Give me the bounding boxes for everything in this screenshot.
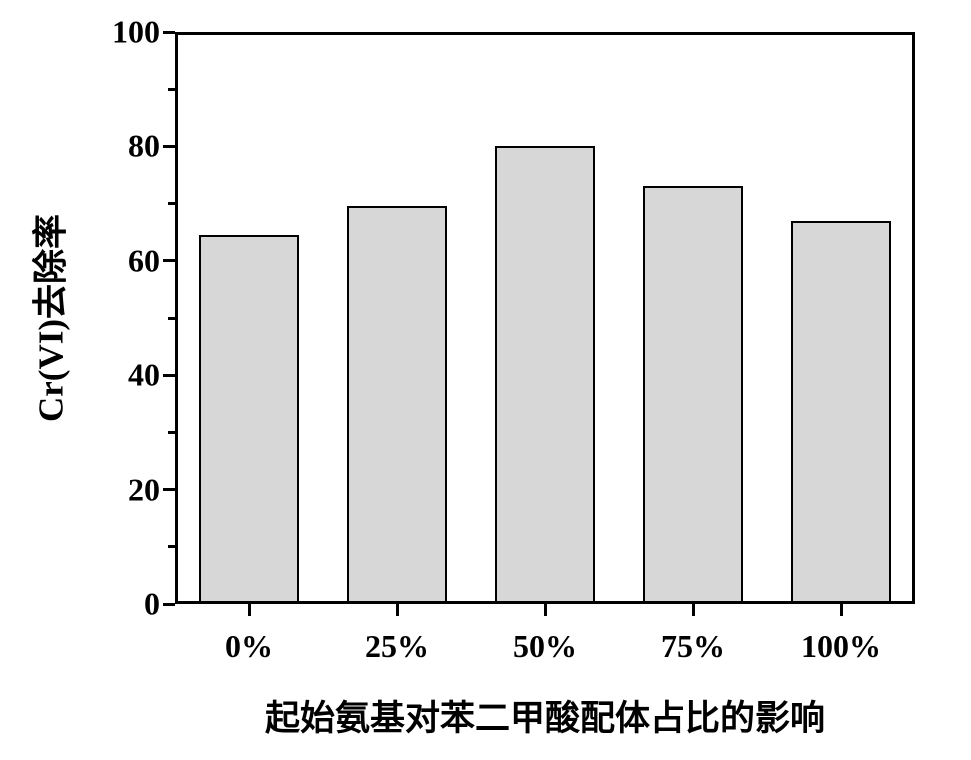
x-tick-label: 75% — [661, 628, 725, 665]
y-minor-tick-mark — [168, 545, 175, 548]
plot-area — [175, 32, 915, 604]
x-tick-mark — [692, 604, 695, 616]
y-minor-tick-mark — [168, 88, 175, 91]
y-tick-mark — [163, 31, 175, 34]
y-tick-mark — [163, 488, 175, 491]
x-tick-label: 0% — [225, 628, 273, 665]
bar — [199, 235, 300, 604]
x-tick-label: 50% — [513, 628, 577, 665]
y-tick-label: 0 — [0, 586, 160, 623]
bar — [495, 146, 596, 604]
bar — [643, 186, 744, 604]
y-minor-tick-mark — [168, 431, 175, 434]
x-tick-label: 100% — [801, 628, 881, 665]
y-tick-label: 80 — [0, 128, 160, 165]
y-tick-label: 20 — [0, 471, 160, 508]
y-tick-label: 100 — [0, 14, 160, 51]
x-tick-mark — [396, 604, 399, 616]
y-tick-mark — [163, 145, 175, 148]
x-axis-label: 起始氨基对苯二甲酸配体占比的影响 — [265, 690, 825, 741]
y-minor-tick-mark — [168, 202, 175, 205]
x-tick-mark — [248, 604, 251, 616]
x-tick-mark — [840, 604, 843, 616]
y-tick-mark — [163, 374, 175, 377]
bar-chart: 0204060801000%25%50%75%100%Cr(VI)去除率起始氨基… — [0, 0, 971, 760]
bar — [347, 206, 448, 604]
y-minor-tick-mark — [168, 317, 175, 320]
bar — [791, 221, 892, 604]
y-axis-label: Cr(VI)去除率 — [23, 214, 74, 422]
y-tick-mark — [163, 259, 175, 262]
y-tick-mark — [163, 603, 175, 606]
x-tick-label: 25% — [365, 628, 429, 665]
x-tick-mark — [544, 604, 547, 616]
